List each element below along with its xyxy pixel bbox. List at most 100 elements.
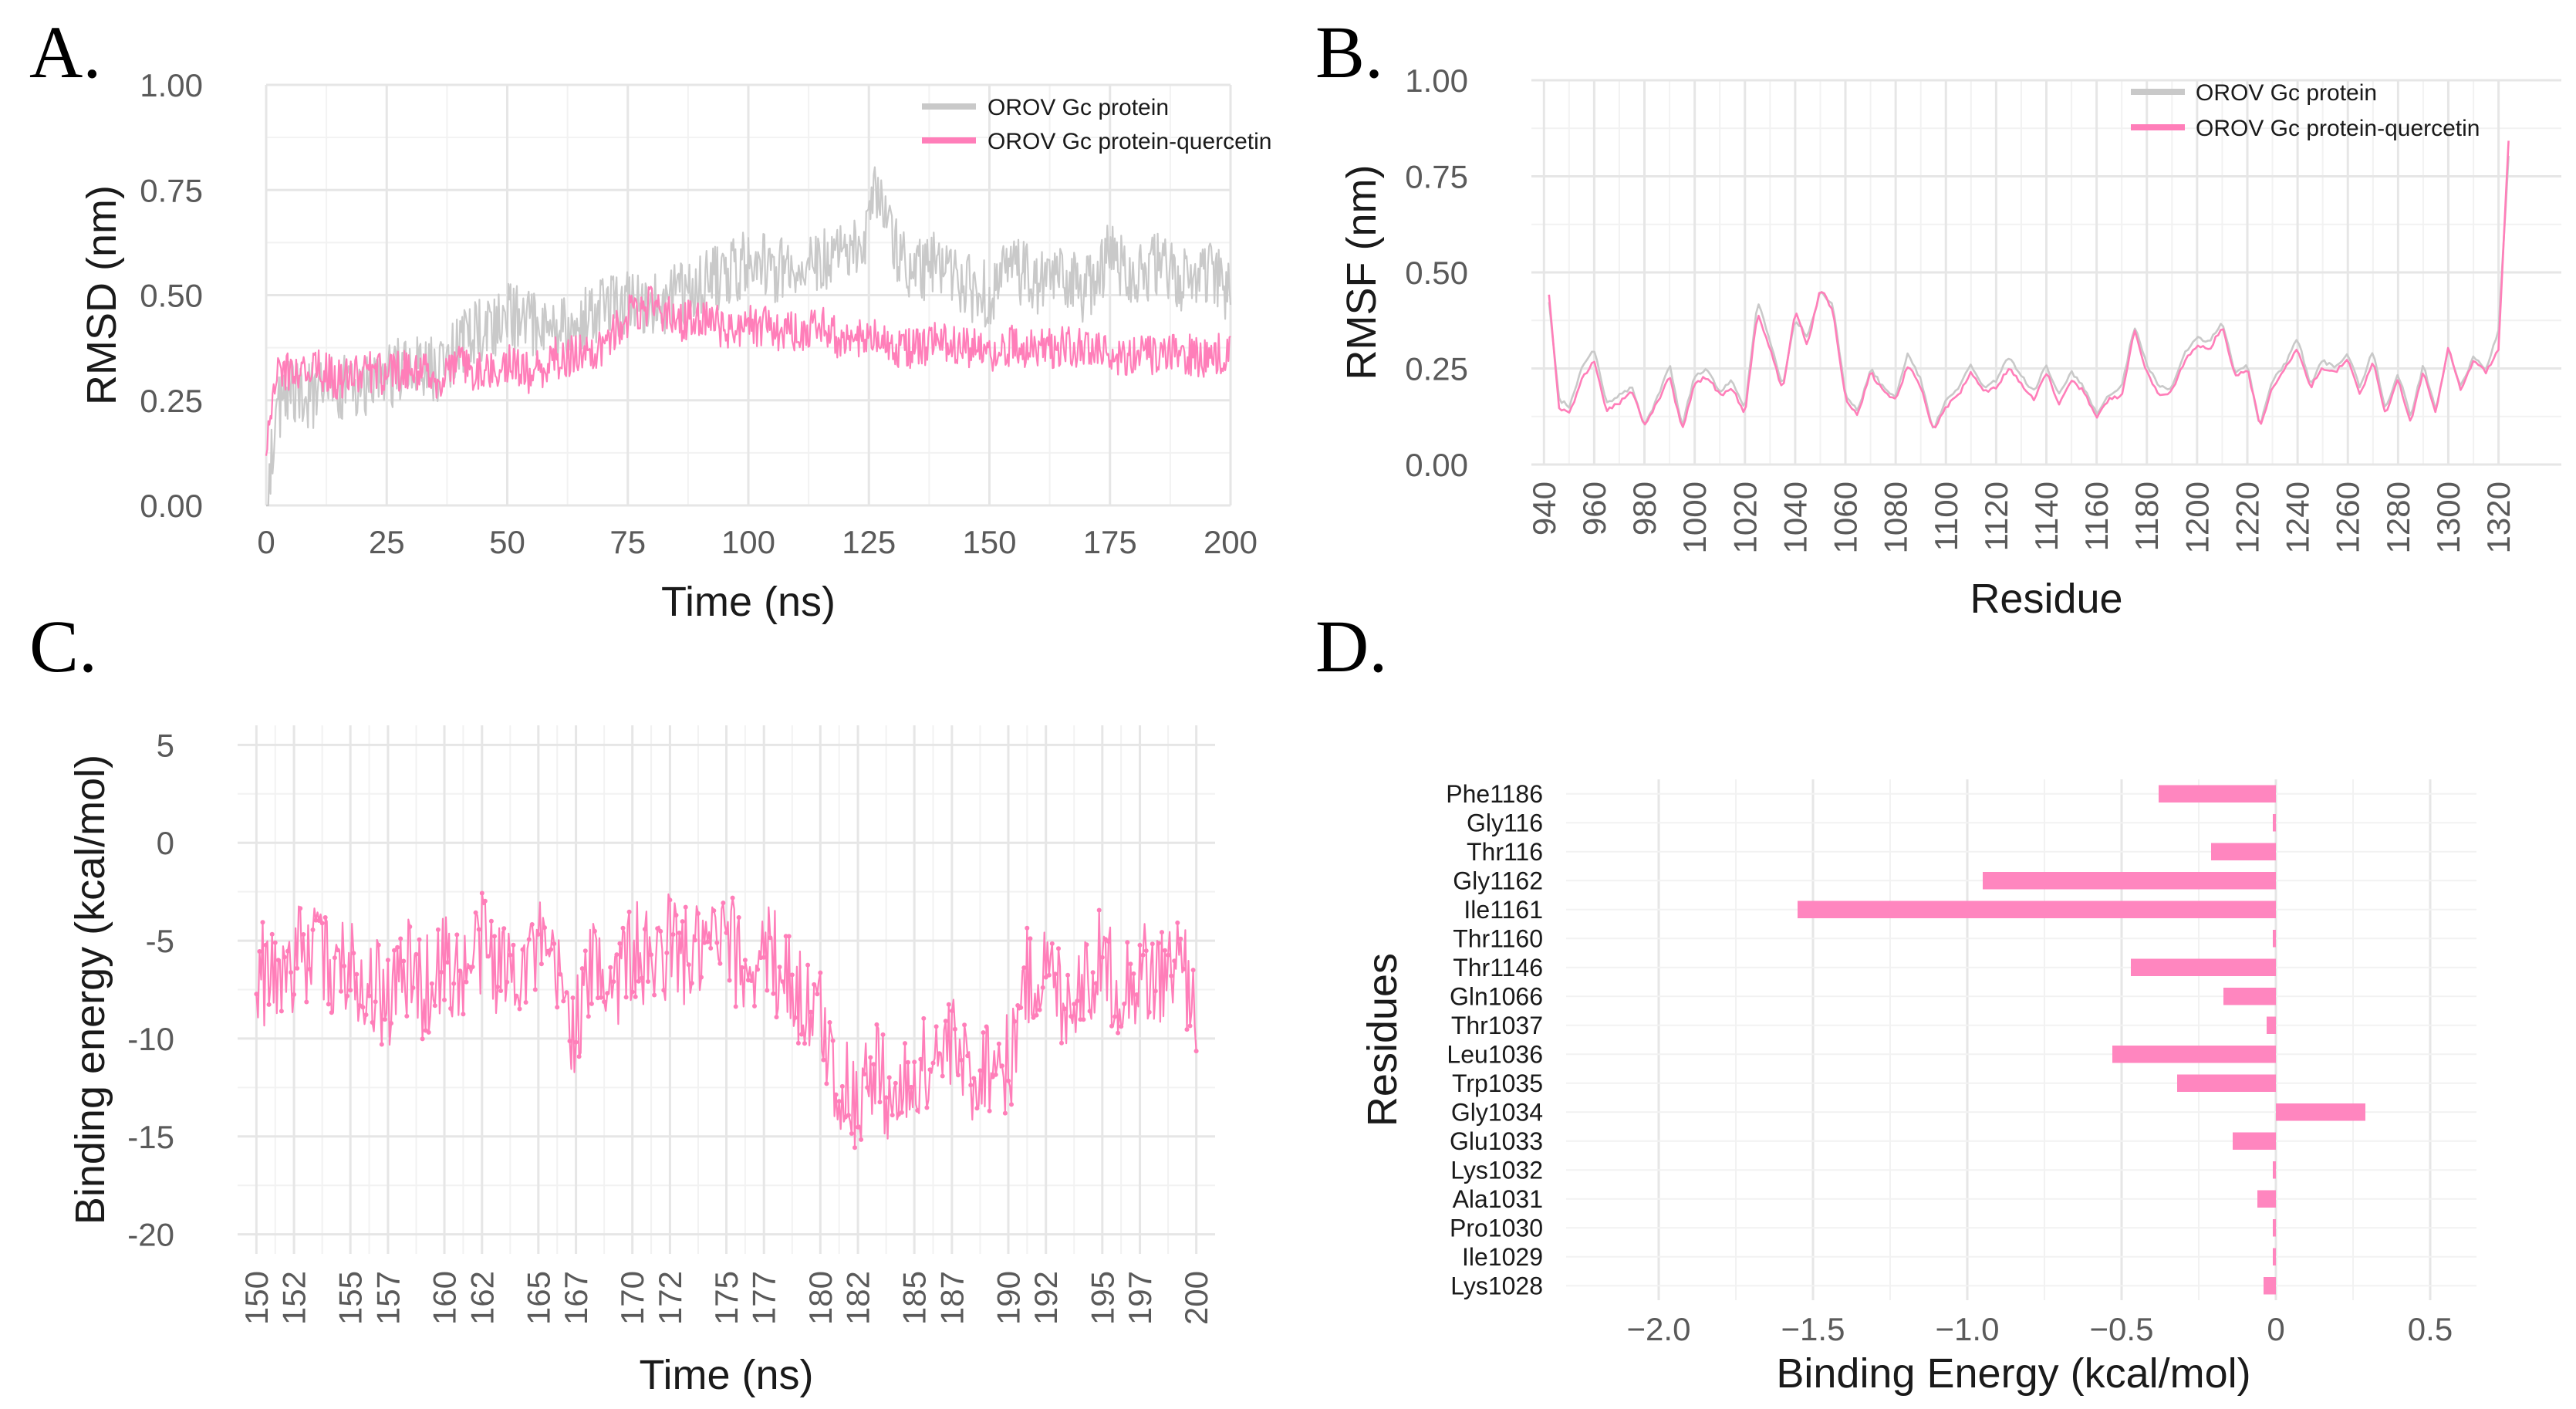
data-point — [755, 967, 761, 972]
x-tick-label: 980 — [1626, 481, 1663, 536]
data-point — [517, 1006, 522, 1012]
data-point — [912, 1059, 917, 1065]
panel-a: 0 25 50 75 100 125 150 175 200 0.00 0.25 0.50 0.75 1.… — [79, 67, 1258, 625]
data-point — [501, 926, 507, 931]
data-point — [279, 1009, 284, 1014]
data-point — [464, 979, 469, 985]
x-tick-label: 182 — [840, 1271, 876, 1325]
data-point — [351, 951, 356, 956]
x-tick-label: 1240 — [2280, 481, 2316, 553]
data-point — [570, 995, 576, 1001]
data-point — [836, 1099, 842, 1104]
data-point — [1153, 988, 1158, 994]
data-point — [868, 1055, 873, 1060]
data-point — [370, 1020, 375, 1025]
x-tick-label: −1.5 — [1781, 1311, 1845, 1347]
data-point — [620, 925, 626, 931]
data-point — [552, 941, 557, 946]
data-point — [623, 995, 629, 1000]
x-tick-label: 155 — [333, 1271, 369, 1325]
data-point — [329, 1010, 334, 1015]
data-point — [535, 931, 541, 937]
data-point — [322, 915, 328, 920]
data-point — [677, 931, 682, 935]
data-point — [993, 1072, 998, 1077]
bar-ile1161 — [1798, 900, 2276, 918]
data-point — [649, 952, 653, 958]
series-line-2 — [1548, 140, 2510, 429]
x-tick-label: 187 — [934, 1271, 970, 1325]
x-tick-label: 0 — [2267, 1311, 2284, 1347]
data-point — [561, 998, 566, 1004]
data-point — [505, 979, 510, 985]
data-point — [586, 1014, 591, 1019]
data-point — [795, 1040, 801, 1046]
data-point — [564, 990, 569, 995]
data-point — [724, 930, 729, 935]
data-point — [1087, 1009, 1092, 1014]
data-point — [674, 913, 679, 917]
data-point — [401, 958, 407, 964]
y-tick-label: 1.00 — [140, 67, 203, 103]
bar-gly116 — [2273, 814, 2276, 832]
data-point — [605, 991, 610, 996]
data-point — [642, 927, 647, 932]
data-point — [514, 993, 519, 998]
y-tick-label: 0.50 — [140, 278, 203, 314]
data-point — [1134, 992, 1139, 997]
data-point — [558, 971, 563, 977]
data-point — [1169, 973, 1174, 978]
x-tick-label: −2.0 — [1627, 1311, 1691, 1347]
data-point — [617, 941, 623, 946]
data-point — [1119, 1024, 1124, 1029]
y-axis-title: RMSD (nm) — [79, 185, 125, 405]
data-point — [263, 942, 268, 948]
data-point — [626, 909, 632, 914]
data-point — [1009, 1102, 1014, 1107]
data-point — [1021, 965, 1027, 971]
x-axis-title: Residue — [1970, 576, 2122, 622]
data-point — [345, 993, 350, 998]
x-tick-label: 180 — [802, 1271, 839, 1325]
data-point — [404, 1013, 410, 1019]
data-point — [473, 910, 478, 915]
data-point — [890, 1113, 895, 1118]
data-point — [721, 900, 726, 906]
data-point — [1193, 1049, 1199, 1054]
y-tick-label: Thr116 — [1467, 838, 1543, 866]
data-point — [410, 985, 416, 991]
legend-b: OROV Gc protein OROV Gc protein-querceti… — [2131, 80, 2480, 141]
legend-b-label-2: OROV Gc protein-quercetin — [2196, 116, 2480, 141]
y-tick-label: 0.00 — [1405, 447, 1468, 483]
data-point — [363, 1012, 369, 1018]
x-tick-label: 1300 — [2430, 481, 2466, 553]
data-point — [880, 1032, 886, 1037]
data-point — [260, 920, 265, 925]
x-tick-label: 1200 — [2179, 481, 2215, 553]
legend-a-label-2: OROV Gc protein-quercetin — [988, 129, 1271, 154]
y-tick-label: Pro1030 — [1450, 1214, 1543, 1242]
data-point — [952, 1026, 957, 1032]
data-point — [1059, 1040, 1064, 1046]
data-point — [295, 965, 300, 971]
data-point — [432, 1003, 437, 1009]
data-point — [426, 1029, 431, 1035]
data-point — [1090, 970, 1096, 975]
data-point — [830, 1038, 836, 1043]
data-point — [373, 999, 378, 1005]
bar-leu1036 — [2112, 1046, 2276, 1063]
data-point — [1075, 998, 1080, 1004]
panel-b: 940 960 980 1000 1020 1040 1060 1080 1100 1120 114… — [1339, 63, 2561, 622]
data-point — [272, 940, 278, 945]
bar-lys1028 — [2264, 1277, 2276, 1295]
data-point — [429, 981, 434, 986]
data-point — [1006, 1078, 1011, 1083]
y-tick-label: Gly1034 — [1451, 1098, 1543, 1126]
data-point — [915, 1108, 920, 1113]
x-tick-label: 1020 — [1727, 481, 1763, 553]
y-tick-label: -5 — [146, 923, 174, 959]
data-point — [711, 908, 717, 914]
x-tick-label: 1040 — [1777, 481, 1813, 553]
data-point — [786, 934, 792, 939]
x-tick-label: 160 — [427, 1271, 463, 1325]
